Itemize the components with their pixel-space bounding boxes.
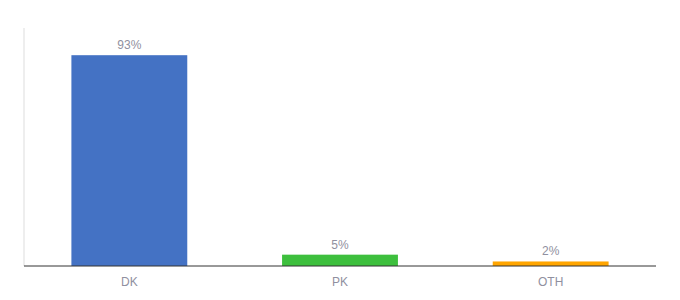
bar	[493, 261, 609, 266]
data-label: 2%	[542, 244, 560, 258]
bars	[71, 55, 608, 266]
x-tick-label: PK	[332, 275, 348, 289]
plot-area: 93% 5% 2% DK PK OTH	[24, 28, 656, 289]
x-tick-label: OTH	[538, 275, 563, 289]
chart-svg: 93% 5% 2% DK PK OTH	[0, 0, 680, 300]
bar	[282, 255, 398, 266]
x-axis-line	[24, 266, 656, 267]
data-label: 93%	[117, 38, 141, 52]
x-tick-label: DK	[121, 275, 138, 289]
data-label: 5%	[331, 238, 349, 252]
y-axis-line	[24, 28, 25, 266]
chart-container: 93% 5% 2% DK PK OTH	[0, 0, 680, 300]
bar	[71, 55, 187, 266]
